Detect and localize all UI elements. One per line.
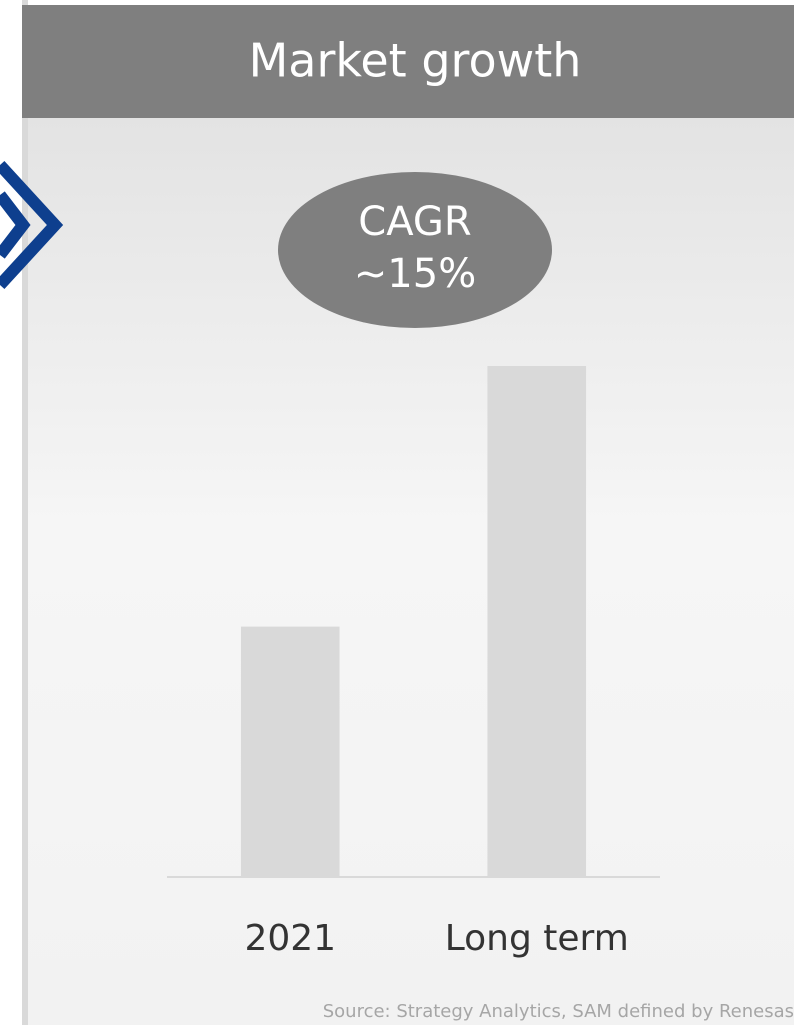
annotation: ~15%: [354, 251, 476, 297]
source: Source: Strategy Analytics, SAM defined …: [323, 1001, 794, 1022]
bar: [240, 626, 340, 877]
header: [22, 5, 794, 118]
bar: [487, 366, 587, 877]
annotation-bubble: [278, 172, 552, 328]
chevron: [0, 160, 64, 290]
side-rule: [22, 0, 28, 1025]
chevron: [0, 191, 31, 259]
x-tick-label: Long term: [445, 918, 629, 959]
chart-title: Market growth: [249, 34, 582, 88]
x-tick-label: 2021: [244, 918, 336, 959]
annotation: CAGR: [358, 199, 471, 245]
